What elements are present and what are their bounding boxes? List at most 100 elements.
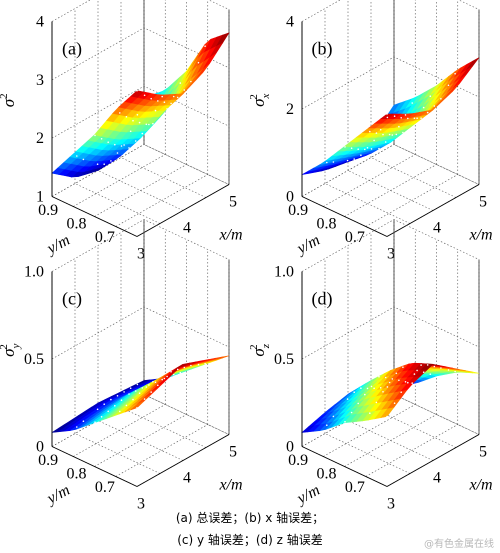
- y-axis-line: [51, 196, 138, 237]
- x-axis-line: [386, 184, 480, 237]
- sample-point: [454, 72, 456, 75]
- z-tick-label: 0: [286, 189, 294, 206]
- sample-point: [114, 405, 116, 407]
- y-tick-label: 0.9: [288, 452, 308, 469]
- panel-label: (b): [312, 39, 333, 60]
- gridline-floor-y: [301, 144, 395, 197]
- sample-point: [384, 141, 387, 143]
- y-axis-label: y/m: [293, 482, 323, 509]
- z-tick-label: 3: [36, 72, 44, 89]
- y-tick-label: 0.7: [345, 229, 365, 246]
- sample-point: [110, 398, 112, 401]
- x-tick-label: 5: [479, 194, 487, 211]
- sample-point: [400, 117, 402, 119]
- sample-point: [176, 96, 179, 99]
- sample-point: [398, 125, 400, 128]
- sample-point: [382, 391, 384, 393]
- sample-point: [369, 412, 371, 414]
- z-axis-label: σx2: [248, 94, 272, 107]
- sample-point: [357, 148, 359, 150]
- sample-point: [369, 130, 371, 133]
- sample-point: [326, 424, 328, 426]
- sample-point: [391, 134, 394, 136]
- sample-point: [429, 95, 432, 97]
- sample-point: [388, 381, 391, 384]
- sample-point: [447, 369, 450, 371]
- x-tick-label: 3: [387, 496, 395, 513]
- axes: [51, 21, 230, 237]
- sample-point: [183, 89, 186, 91]
- sample-point: [386, 116, 389, 119]
- sample-point: [100, 138, 103, 140]
- axes: [301, 21, 480, 237]
- x-axis-line: [136, 434, 230, 487]
- sample-point: [411, 382, 413, 384]
- sample-point: [197, 363, 200, 366]
- sample-point: [166, 108, 168, 110]
- gridline-floor-x: [324, 433, 411, 474]
- x-tick-label: 5: [479, 444, 487, 461]
- y-tick-label: 0.8: [317, 216, 337, 233]
- sample-point: [386, 113, 388, 115]
- sample-point: [183, 366, 186, 369]
- z-tick-label: 0: [36, 439, 44, 456]
- surface: [51, 32, 230, 178]
- sample-point: [141, 387, 144, 389]
- z-tick-label: 0: [286, 439, 294, 456]
- sample-point: [119, 112, 121, 114]
- sample-point: [103, 163, 105, 165]
- sample-point: [407, 381, 409, 384]
- sample-point: [123, 391, 125, 393]
- x-axis-label: x/m: [468, 227, 492, 244]
- surface-patch: [380, 113, 395, 119]
- gridline-floor-x: [143, 394, 230, 435]
- chart-panel-3: 3 4 5 0.9 0.8 0.7 0 0.5 1.0 x/m y/m σy2 (c): [0, 219, 243, 513]
- x-tick-label: 3: [387, 246, 395, 263]
- sample-point: [150, 391, 152, 393]
- sample-point: [360, 154, 362, 156]
- sample-point: [96, 163, 99, 165]
- y-axis-line: [301, 196, 388, 237]
- gridline-z: [301, 306, 480, 360]
- chart-panel-2: 3 4 5 0.9 0.8 0.7 0 2 4 x/m y/m σx2 (b): [248, 0, 493, 263]
- gridline-floor-x: [120, 407, 207, 448]
- sample-point: [157, 100, 159, 102]
- sample-point: [204, 45, 206, 47]
- y-tick-label: 0.8: [67, 466, 87, 483]
- sample-point: [145, 123, 148, 126]
- sample-point: [76, 155, 78, 157]
- sample-point: [386, 415, 388, 418]
- y-axis-label: y/m: [293, 232, 323, 259]
- x-axis-label: x/m: [218, 227, 242, 244]
- sample-point: [353, 158, 355, 160]
- gridline-floor-y: [344, 164, 437, 217]
- sample-point: [373, 139, 375, 142]
- sample-point: [413, 117, 416, 120]
- sample-point: [107, 410, 109, 413]
- x-axis-line: [136, 184, 230, 237]
- x-tick-label: 5: [229, 444, 237, 461]
- sample-point: [82, 420, 85, 422]
- sample-point: [366, 147, 369, 149]
- y-tick-label: 0.7: [345, 479, 365, 496]
- sample-point: [148, 123, 150, 126]
- sample-point: [378, 147, 380, 150]
- sample-point: [100, 416, 103, 418]
- sample-point: [426, 111, 429, 114]
- sample-point: [413, 373, 416, 375]
- panels: 3 4 5 0.9 0.8 0.7 1 2 3 4 x/m y/m σ2 (a) 3 4 5 0.9 0.8 0.7 0…: [0, 0, 493, 513]
- sample-point: [353, 391, 355, 393]
- x-axis-label: x/m: [218, 477, 242, 494]
- sample-point: [375, 401, 378, 404]
- panel-label: (c): [62, 289, 82, 310]
- sample-point: [141, 132, 144, 135]
- sample-point: [132, 398, 134, 401]
- sample-point: [379, 128, 382, 131]
- z-tick-label: 1: [36, 189, 44, 206]
- sample-point: [134, 390, 137, 392]
- x-axis-label: x/m: [468, 477, 492, 494]
- sample-point: [154, 109, 157, 112]
- sample-point: [197, 61, 200, 64]
- sample-point: [116, 395, 119, 397]
- sample-point: [138, 121, 141, 124]
